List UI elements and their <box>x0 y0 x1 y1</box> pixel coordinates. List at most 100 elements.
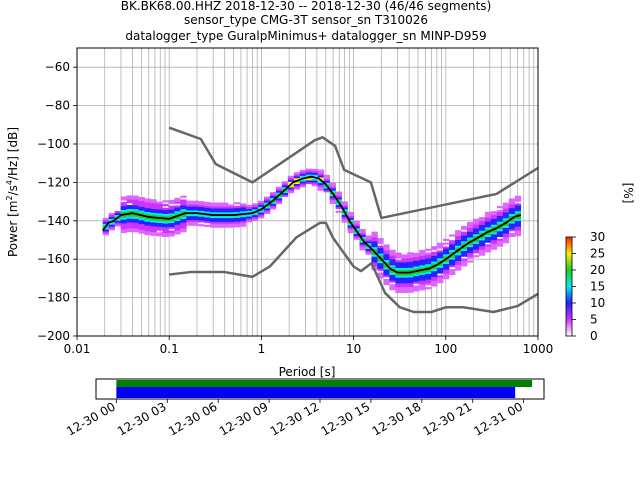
heatmap-cell <box>311 172 318 175</box>
heatmap-cell <box>228 206 235 209</box>
heatmap-cell <box>240 215 247 218</box>
heatmap-cell <box>120 217 127 220</box>
heatmap-cell <box>437 281 444 284</box>
heatmap-cell <box>383 250 390 253</box>
heatmap-cell <box>467 243 474 246</box>
heatmap-cell <box>467 256 474 259</box>
heatmap-cell <box>431 253 438 256</box>
heatmap-cell <box>383 254 390 257</box>
heatmap-cell <box>478 226 486 229</box>
heatmap-cell <box>186 202 193 205</box>
heatmap-cell <box>461 235 468 238</box>
heatmap-cell <box>431 257 438 260</box>
heatmap-cell <box>252 203 259 206</box>
heatmap-cell <box>132 224 139 227</box>
heatmap-cell <box>425 258 432 261</box>
heatmap-cell <box>359 240 366 243</box>
heatmap-cell <box>132 216 139 219</box>
heatmap-cell <box>383 267 390 270</box>
heatmap-cell <box>365 248 372 251</box>
heatmap-cell <box>222 204 229 207</box>
heatmap-cell <box>168 224 175 227</box>
heatmap-cell <box>204 205 211 208</box>
heatmap-cell <box>150 231 157 234</box>
heatmap-cell <box>407 259 414 263</box>
heatmap-cell <box>413 277 420 280</box>
heatmap-cell <box>490 220 498 223</box>
heatmap-cell <box>168 211 175 214</box>
heatmap-cell <box>401 281 408 284</box>
heatmap-cell <box>263 202 271 205</box>
heatmap-cell <box>514 220 522 223</box>
coverage-bars <box>116 380 533 398</box>
heatmap-cell <box>293 176 301 179</box>
heatmap-cell <box>490 213 498 216</box>
heatmap-cell <box>496 244 504 247</box>
x-tick-label: 1000 <box>523 342 554 356</box>
heatmap-cell <box>228 216 235 219</box>
heatmap-cell <box>275 192 283 195</box>
heatmap-cell <box>192 202 199 205</box>
heatmap-cell <box>120 207 127 210</box>
heatmap-cell <box>407 254 414 257</box>
heatmap-cell <box>425 248 432 251</box>
heatmap-cell <box>108 222 115 225</box>
heatmap-cell <box>144 200 151 203</box>
heatmap-cell <box>490 243 498 246</box>
heatmap-cell <box>514 209 522 212</box>
heatmap-cell <box>502 237 510 240</box>
heatmap-cell <box>455 239 462 242</box>
heatmap-cell <box>174 197 181 200</box>
heatmap-cell <box>299 175 307 178</box>
heatmap-cell <box>138 231 145 234</box>
heatmap-cell <box>455 230 462 233</box>
heatmap-cell <box>478 240 486 243</box>
heatmap-cell <box>293 185 301 188</box>
heatmap-cell <box>508 227 516 230</box>
heatmap-cell <box>281 194 289 197</box>
heatmap-cell <box>120 219 127 222</box>
heatmap-cell <box>371 252 378 255</box>
colorbar-tick-label: 30 <box>590 230 605 244</box>
heatmap-cell <box>407 282 414 286</box>
heatmap-cell <box>443 267 450 270</box>
heatmap-cell <box>156 209 163 212</box>
heatmap-cell <box>455 241 462 244</box>
heatmap-cell <box>222 212 229 215</box>
heatmap-cell <box>216 223 223 226</box>
heatmap-cell <box>371 239 378 242</box>
heatmap-cell <box>347 227 354 230</box>
heatmap-cell <box>395 265 402 269</box>
heatmap-cell <box>228 212 235 215</box>
heatmap-cell <box>341 214 348 217</box>
heatmap-cell <box>383 279 390 282</box>
heatmap-cell <box>502 216 510 219</box>
heatmap-cell <box>347 225 354 228</box>
heatmap-cell <box>192 216 199 219</box>
heatmap-cell <box>467 250 474 253</box>
heatmap-cell <box>323 180 330 183</box>
heatmap-cell <box>293 174 301 177</box>
heatmap-cell <box>144 198 151 201</box>
heatmap-cell <box>120 225 127 228</box>
heatmap-cell <box>472 243 480 246</box>
heatmap-cell <box>144 219 151 222</box>
heatmap-cell <box>514 203 522 206</box>
heatmap-cell <box>407 281 414 284</box>
heatmap-cell <box>395 288 402 292</box>
heatmap-cell <box>162 227 169 230</box>
heatmap-cell <box>210 202 217 205</box>
heatmap-cell <box>377 261 384 264</box>
heatmap-cell <box>347 211 354 215</box>
heatmap-cell <box>443 256 450 259</box>
heatmap-cell <box>257 210 265 213</box>
heatmap-cell <box>263 208 271 211</box>
heatmap-cell <box>455 253 462 256</box>
heatmap-cell <box>102 231 109 234</box>
heatmap-cell <box>449 265 456 268</box>
heatmap-cell <box>335 197 342 200</box>
heatmap-cell <box>496 211 504 214</box>
heatmap-cell <box>234 209 241 213</box>
heatmap-cell <box>299 185 307 188</box>
heatmap-cell <box>514 211 522 214</box>
